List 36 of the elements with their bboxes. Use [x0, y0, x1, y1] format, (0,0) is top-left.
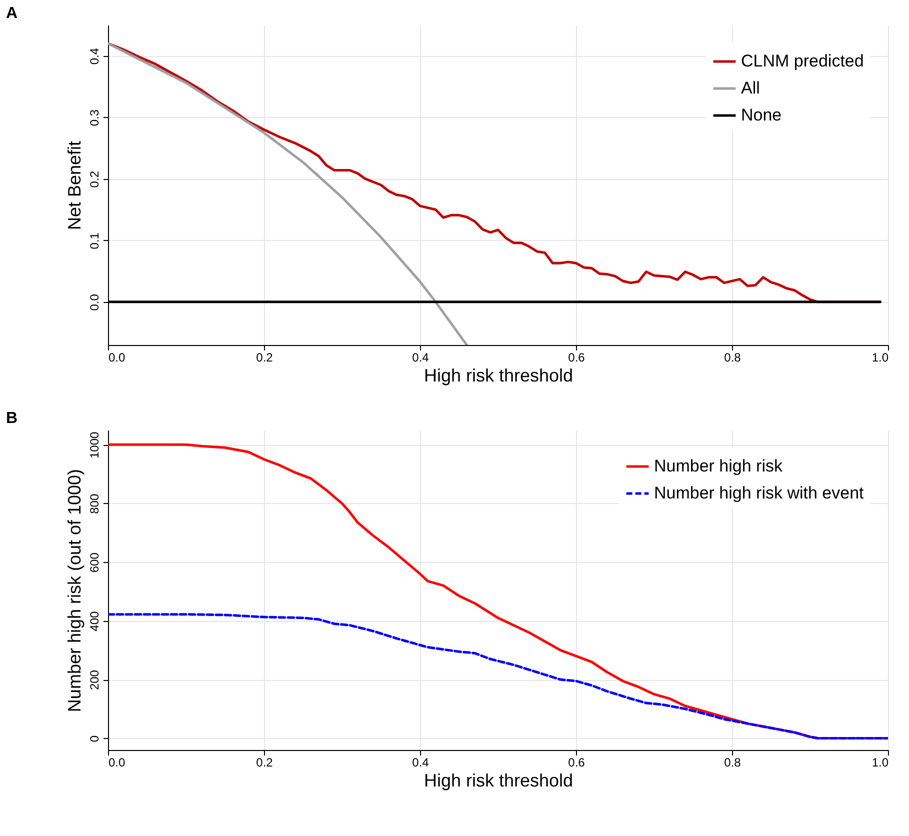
y-tick-label: 1000 — [88, 432, 102, 459]
y-tick-label: 0.1 — [88, 232, 102, 250]
x-tick-label: 0.0 — [108, 350, 126, 364]
x-tick-label: 0.0 — [108, 756, 126, 770]
x-tick-label: 1.0 — [872, 756, 889, 770]
x-tick-label: 0.8 — [724, 756, 742, 770]
legend-label: CLNM predicted — [741, 52, 864, 70]
y-tick-label: 200 — [88, 670, 102, 690]
y-tick-label: 0 — [88, 735, 102, 742]
x-axis-title: High risk threshold — [424, 770, 574, 790]
legend-label: Number high risk — [654, 456, 783, 476]
y-tick-label: 600 — [88, 552, 102, 573]
y-tick-label: 800 — [88, 494, 102, 514]
x-tick-label: 0.4 — [412, 350, 430, 364]
legend-label: None — [741, 106, 782, 124]
x-tick-label: 1.0 — [872, 350, 889, 364]
y-tick-label: 0.2 — [88, 170, 102, 188]
x-tick-label: 0.2 — [256, 350, 274, 364]
chart-title: A — [6, 5, 18, 22]
x-tick-label: 0.2 — [256, 756, 274, 770]
line-series — [108, 613, 888, 740]
legend-label: All — [741, 78, 760, 98]
x-tick-label: 0.8 — [724, 350, 742, 364]
y-tick-label: 0.3 — [88, 109, 102, 126]
chart-title: B — [6, 410, 18, 427]
y-tick-label: 0.4 — [88, 48, 102, 65]
y-axis-title: Number high risk (out of 1000) — [64, 468, 84, 712]
x-tick-label: 0.6 — [568, 756, 586, 770]
line-series — [108, 42, 468, 345]
y-tick-label: 400 — [88, 610, 102, 632]
x-tick-label: 0.6 — [568, 350, 586, 364]
y-tick-label: 0.0 — [88, 294, 102, 311]
y-axis-title: Net Benefit — [64, 140, 84, 230]
x-tick-label: 0.4 — [412, 756, 430, 770]
legend-label: Number high risk with event — [654, 484, 864, 502]
x-axis-title: High risk threshold — [424, 366, 574, 386]
